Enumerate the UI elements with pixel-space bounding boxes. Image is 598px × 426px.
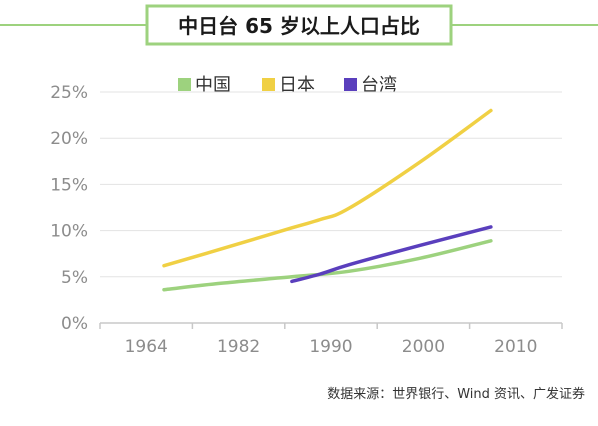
legend-label-2: 台湾 <box>361 75 397 96</box>
chart-title: 中日台 65 岁以上人口占比 <box>178 14 420 38</box>
y-tick-label-5: 25% <box>50 83 88 103</box>
x-tick-label-0: 1964 <box>125 337 168 357</box>
series-line-2 <box>290 225 493 284</box>
x-tick-label-3: 2000 <box>402 337 445 357</box>
y-tick-label-0: 0% <box>61 314 88 334</box>
x-tick-label-4: 2010 <box>494 337 537 357</box>
legend: 中国 日本 台湾 <box>178 75 397 96</box>
y-tick-label-2: 10% <box>50 222 88 242</box>
title-banner: 中日台 65 岁以上人口占比 <box>0 4 598 46</box>
legend-swatch-1 <box>262 78 275 91</box>
title-box <box>145 4 453 46</box>
x-tick-label-1: 1982 <box>217 337 260 357</box>
series-line-0 <box>162 239 493 292</box>
legend-swatch-0 <box>178 78 191 91</box>
y-tick-label-3: 15% <box>50 175 88 195</box>
legend-label-0: 中国 <box>195 75 231 96</box>
series-line-1 <box>162 108 493 268</box>
series-group <box>162 108 493 292</box>
x-tick-label-2: 1990 <box>309 337 352 357</box>
legend-label-1: 日本 <box>279 75 315 96</box>
source-note: 数据来源：世界银行、Wind 资讯、广发证券 <box>327 386 585 402</box>
y-axis: 0% 5% 10% 15% 20% 25% <box>50 83 88 334</box>
x-axis: 1964 1982 1990 2000 2010 <box>99 322 563 357</box>
grid <box>100 91 562 278</box>
y-tick-label-1: 5% <box>61 268 88 288</box>
legend-swatch-2 <box>344 78 357 91</box>
y-tick-label-4: 20% <box>50 129 88 149</box>
